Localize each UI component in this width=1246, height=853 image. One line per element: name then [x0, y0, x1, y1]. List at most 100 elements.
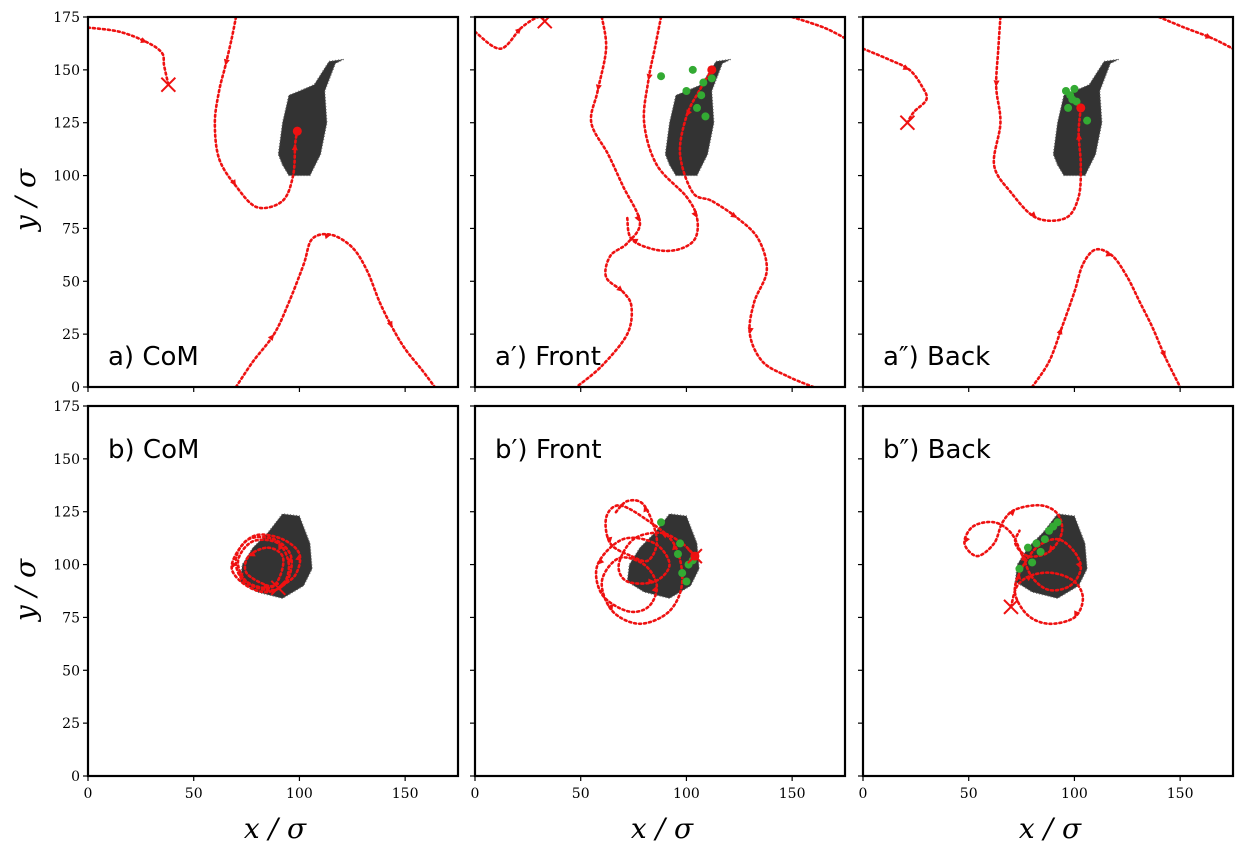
trajectory-1 — [88, 26, 170, 86]
trajectory-arrow — [651, 585, 658, 593]
trajectory-arrow — [686, 109, 692, 117]
trajectory-arrow — [386, 320, 393, 328]
trajectory-1 — [863, 47, 929, 125]
green-marker — [682, 577, 691, 586]
panel-plot-area — [230, 513, 313, 600]
y-tick-label: 25 — [62, 716, 80, 732]
green-marker — [1083, 116, 1092, 125]
trajectory-5 — [790, 17, 845, 40]
panel-frame — [861, 15, 1235, 389]
trajectory-arrow — [606, 536, 613, 544]
y-axis-label-bottom: y / σ — [9, 558, 42, 623]
trajectory-arrow — [1076, 133, 1083, 140]
x-tick-label: 100 — [673, 786, 700, 802]
trajectory-arrow — [267, 334, 275, 341]
panel-plot-area — [475, 17, 845, 387]
trajectory-arrow — [1074, 610, 1080, 618]
trajectory-arrow — [237, 572, 244, 580]
trajectory-4 — [678, 68, 815, 387]
panel-frame — [86, 15, 460, 389]
trajectory-1 — [963, 503, 1085, 626]
cell-body — [277, 58, 345, 177]
trajectory-2 — [575, 17, 642, 387]
panel-frame — [86, 404, 460, 778]
x-axis-label-col-2: x / σ — [631, 812, 694, 845]
trajectory-arrow — [691, 210, 697, 218]
trajectory-arrow — [262, 583, 270, 590]
green-marker — [1040, 535, 1049, 544]
trajectory-1 — [475, 17, 547, 51]
x-tick-label: 0 — [84, 786, 93, 802]
trajectory-arrow — [1160, 350, 1166, 358]
x-tick-label: 150 — [1167, 786, 1194, 802]
green-marker — [1028, 558, 1037, 567]
panel-label: a′) Front — [495, 342, 601, 372]
green-marker — [676, 539, 685, 548]
end-point-cross — [160, 76, 177, 93]
start-point — [707, 65, 717, 75]
green-marker — [1053, 518, 1062, 527]
trajectory-arrow — [661, 532, 669, 539]
panel-3: a″) Back — [858, 15, 1235, 392]
panel-label: a″) Back — [883, 342, 990, 372]
y-tick-label: 75 — [62, 610, 80, 626]
trajectory-arrow — [993, 80, 1000, 87]
y-tick-label: 100 — [53, 558, 80, 574]
trajectory-arrow — [324, 233, 332, 240]
trajectory-arrow — [295, 554, 302, 561]
x-tick-label: 0 — [471, 786, 480, 802]
green-marker — [1064, 103, 1073, 112]
x-axis-label-col-3: x / σ — [1019, 812, 1082, 845]
green-marker — [657, 518, 666, 527]
x-tick-label: 50 — [572, 786, 590, 802]
x-tick-label: 100 — [286, 786, 313, 802]
panel-4: 0 50 100 150 0 25 50 75 100 125 150 175 b) CoM — [53, 399, 460, 802]
y-axis-label-top: y / σ — [9, 168, 42, 233]
y-tick-label: 175 — [53, 399, 80, 415]
green-marker — [1036, 547, 1045, 556]
y-tick-label: 0 — [71, 769, 80, 785]
x-tick-label: 0 — [859, 786, 868, 802]
y-tick-label: 75 — [62, 221, 80, 237]
trajectory-arrow — [643, 505, 650, 513]
trajectory-arrow — [248, 550, 256, 557]
green-marker — [688, 65, 697, 74]
trajectory-arrow — [1049, 544, 1056, 552]
trajectory-arrow — [631, 238, 639, 245]
trajectory-arrow — [1075, 561, 1082, 569]
trajectory-arrow — [646, 73, 653, 81]
y-tick-label: 175 — [53, 10, 80, 26]
trajectory-arrow — [902, 64, 910, 70]
end-point-cross — [1003, 599, 1019, 615]
trajectory-arrow — [231, 561, 237, 569]
green-marker — [697, 91, 706, 100]
y-tick-label: 125 — [53, 116, 80, 132]
panel-grid: 0 25 50 75 100 125 150 175 a) CoM a′) Front a″) Ba… — [53, 10, 1235, 802]
panel-frame — [473, 404, 847, 778]
green-marker — [1070, 84, 1079, 93]
trajectory-arrow — [1008, 509, 1016, 517]
trajectory-arrow — [634, 215, 640, 223]
green-marker — [1072, 97, 1081, 106]
panel-label: b) CoM — [108, 435, 199, 465]
trajectory-arrow — [595, 84, 602, 91]
x-tick-label: 50 — [185, 786, 203, 802]
y-tick-label: 25 — [62, 327, 80, 343]
trajectory-arrow — [291, 143, 298, 151]
trajectory-arrow — [1021, 554, 1027, 561]
cell-body — [664, 58, 732, 177]
panel-frame — [473, 15, 847, 389]
green-marker — [701, 112, 710, 121]
x-tick-label: 150 — [779, 786, 806, 802]
green-marker — [1032, 539, 1041, 548]
end-point-cross — [899, 115, 916, 131]
x-tick-label: 150 — [392, 786, 419, 802]
trajectory-arrow — [1025, 575, 1033, 582]
y-tick-label: 0 — [71, 380, 80, 396]
cell-body — [626, 513, 700, 600]
panel-plot-area — [963, 503, 1088, 626]
trajectory-3 — [1030, 247, 1182, 387]
green-marker — [1015, 564, 1024, 573]
trajectory-arrow — [514, 27, 522, 35]
y-tick-label: 50 — [62, 274, 80, 290]
